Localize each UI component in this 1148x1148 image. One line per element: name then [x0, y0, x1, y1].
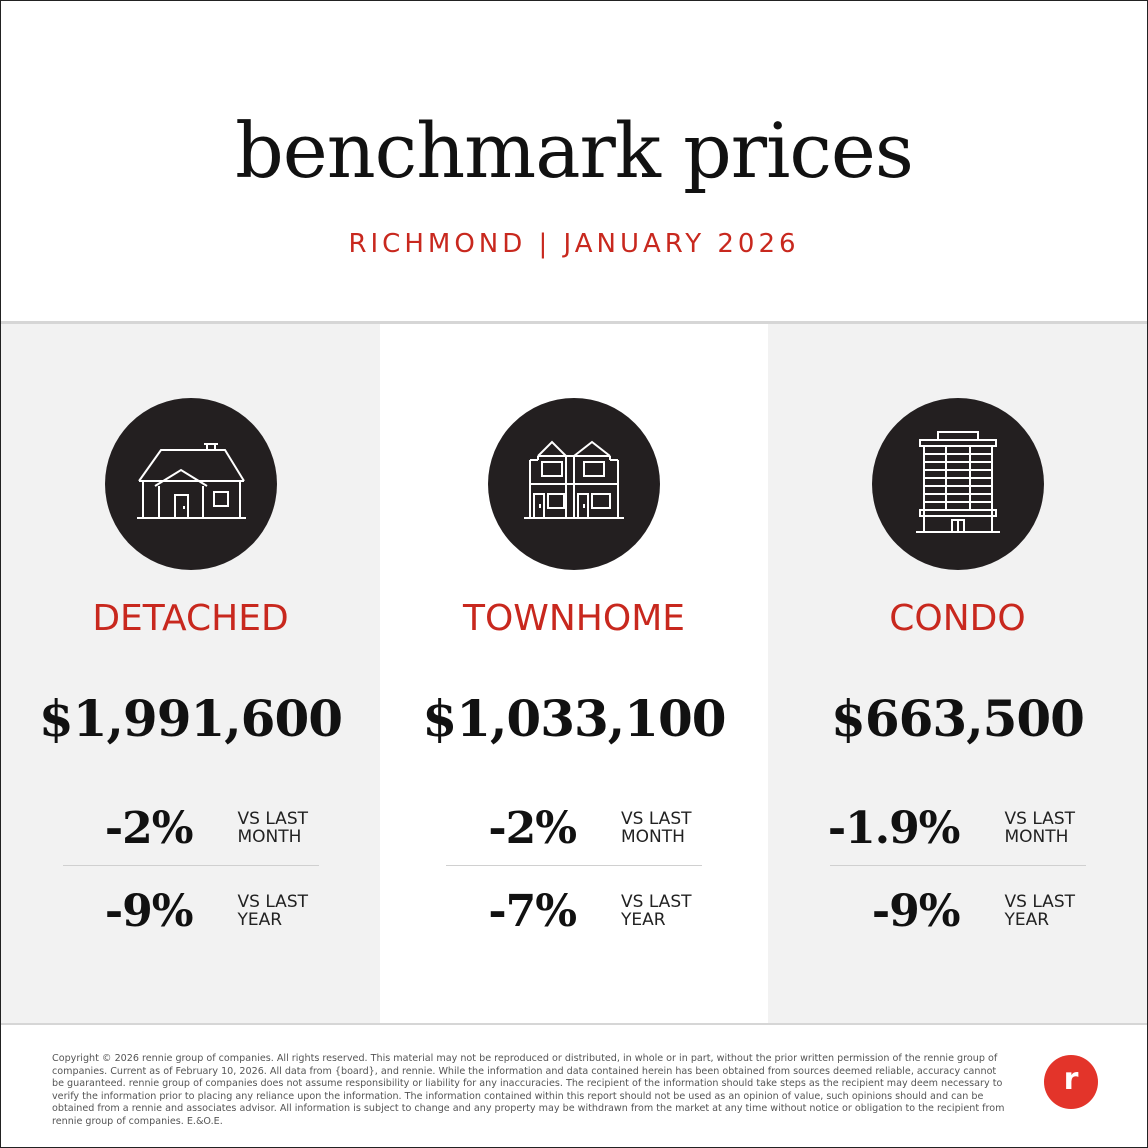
month-change-label: VS LAST MONTH — [1004, 809, 1076, 847]
property-type-label: DETACHED — [92, 598, 289, 639]
icon-circle — [871, 398, 1044, 570]
month-change-value: -2% — [488, 803, 577, 854]
year-change-value: -9% — [871, 886, 961, 937]
column-townhome: TOWNHOME $1,033,100 -2% VS LAST MONTH -7… — [380, 324, 768, 1023]
benchmark-price: $1,033,100 — [422, 689, 726, 748]
copyright-disclaimer: Copyright © 2026 rennie group of compani… — [52, 1053, 1005, 1127]
month-change-stat: -2% VS LAST MONTH — [1, 799, 380, 859]
header: benchmark prices RICHMOND | JANUARY 2026 — [1, 1, 1147, 321]
logo-letter: r — [1063, 1062, 1079, 1097]
year-change-label: VS LAST YEAR — [1004, 892, 1076, 930]
year-change-stat: -9% VS LAST YEAR — [768, 882, 1147, 942]
month-change-label: VS LAST MONTH — [621, 809, 692, 847]
stat-divider — [830, 865, 1086, 866]
year-change-label: VS LAST YEAR — [237, 892, 309, 930]
year-change-stat: -9% VS LAST YEAR — [1, 882, 380, 942]
year-change-value: -9% — [104, 886, 194, 937]
year-change-label: VS LAST YEAR — [621, 892, 692, 930]
year-change-stat: -7% VS LAST YEAR — [380, 882, 768, 942]
icon-circle — [104, 398, 277, 570]
month-change-value: -1.9% — [827, 803, 961, 854]
top-divider — [1, 321, 1147, 324]
rennie-logo-icon: r — [1044, 1055, 1098, 1109]
townhome-icon — [524, 440, 624, 519]
month-change-stat: -1.9% VS LAST MONTH — [768, 799, 1147, 859]
month-change-stat: -2% VS LAST MONTH — [380, 799, 768, 859]
stat-divider — [446, 865, 702, 866]
property-type-label: CONDO — [889, 598, 1026, 639]
page-title: benchmark prices — [235, 106, 914, 195]
month-change-label: VS LAST MONTH — [237, 809, 309, 847]
property-type-label: TOWNHOME — [462, 598, 686, 639]
year-change-value: -7% — [488, 886, 577, 937]
month-change-value: -2% — [104, 803, 194, 854]
page-subtitle: RICHMOND | JANUARY 2026 — [348, 229, 800, 259]
benchmark-price: $663,500 — [831, 689, 1085, 748]
condo-building-icon — [915, 431, 1000, 533]
icon-circle — [488, 398, 660, 570]
house-icon — [136, 443, 246, 519]
column-condo: CONDO $663,500 -1.9% VS LAST MONTH -9% V… — [768, 324, 1147, 1023]
stat-divider — [63, 865, 319, 866]
bottom-divider — [1, 1023, 1147, 1025]
column-detached: DETACHED $1,991,600 -2% VS LAST MONTH -9… — [1, 324, 380, 1023]
benchmark-price: $1,991,600 — [38, 689, 343, 748]
